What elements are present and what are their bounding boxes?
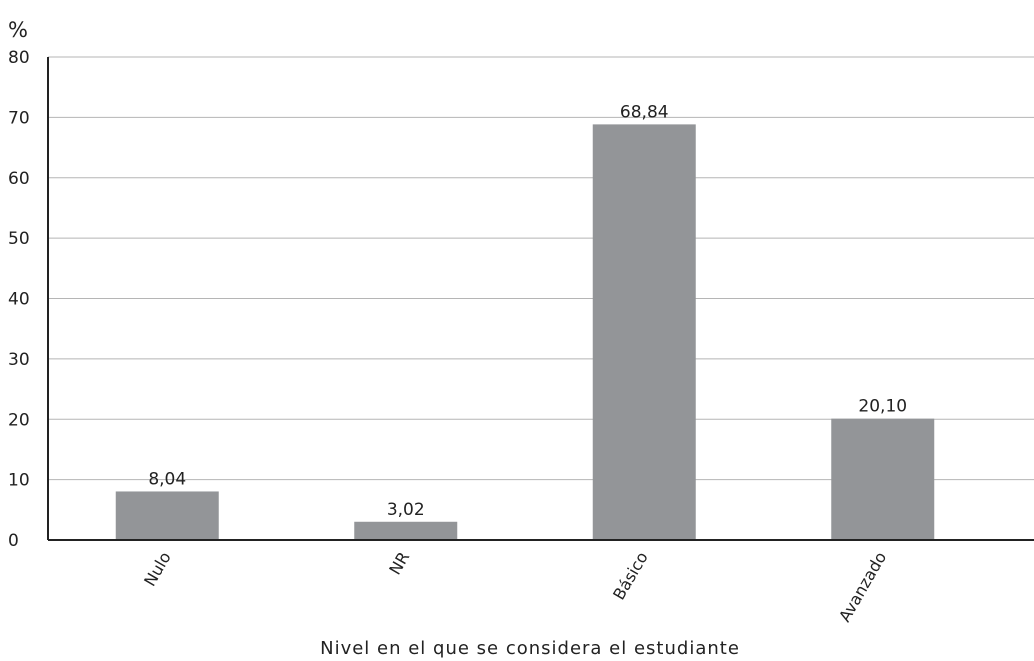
x-axis-title: Nivel en el que se considera el estudian… — [320, 638, 740, 659]
y-tick-label-40: 40 — [8, 290, 30, 310]
value-label-avanzado: 20,10 — [858, 397, 907, 417]
y-tick-label-0: 0 — [8, 531, 19, 551]
gridlines — [48, 56, 1034, 481]
y-axis-unit-label: % — [8, 18, 28, 42]
y-tick-label-20: 20 — [8, 410, 30, 430]
y-tick-label-60: 60 — [8, 169, 30, 189]
y-tick-label-80: 80 — [8, 48, 30, 68]
value-label-nulo: 8,04 — [148, 469, 186, 489]
value-labels: 8,04 3,02 68,84 20,10 — [148, 102, 907, 519]
bar-nulo — [115, 491, 219, 540]
y-tick-label-70: 70 — [8, 108, 30, 128]
value-label-nr: 3,02 — [387, 500, 425, 520]
x-tick-label-avanzado: Avanzado — [835, 549, 890, 626]
bar-nr — [354, 521, 458, 540]
bar-avanzado — [831, 418, 935, 540]
bars — [115, 124, 935, 540]
x-tick-label-básico: Básico — [609, 549, 652, 604]
axes — [47, 57, 1034, 541]
y-tick-label-30: 30 — [8, 350, 30, 370]
x-tick-label-nulo: Nulo — [140, 549, 175, 590]
x-axis-category-labels: Nulo NR Básico Avanzado — [140, 549, 890, 626]
x-tick-label-nr: NR — [385, 549, 413, 578]
y-axis-ticks: 0 10 20 30 40 50 60 70 80 — [8, 48, 30, 551]
value-label-básico: 68,84 — [620, 102, 669, 122]
bar-básico — [592, 124, 696, 540]
y-tick-label-50: 50 — [8, 229, 30, 249]
y-tick-label-10: 10 — [8, 471, 30, 491]
